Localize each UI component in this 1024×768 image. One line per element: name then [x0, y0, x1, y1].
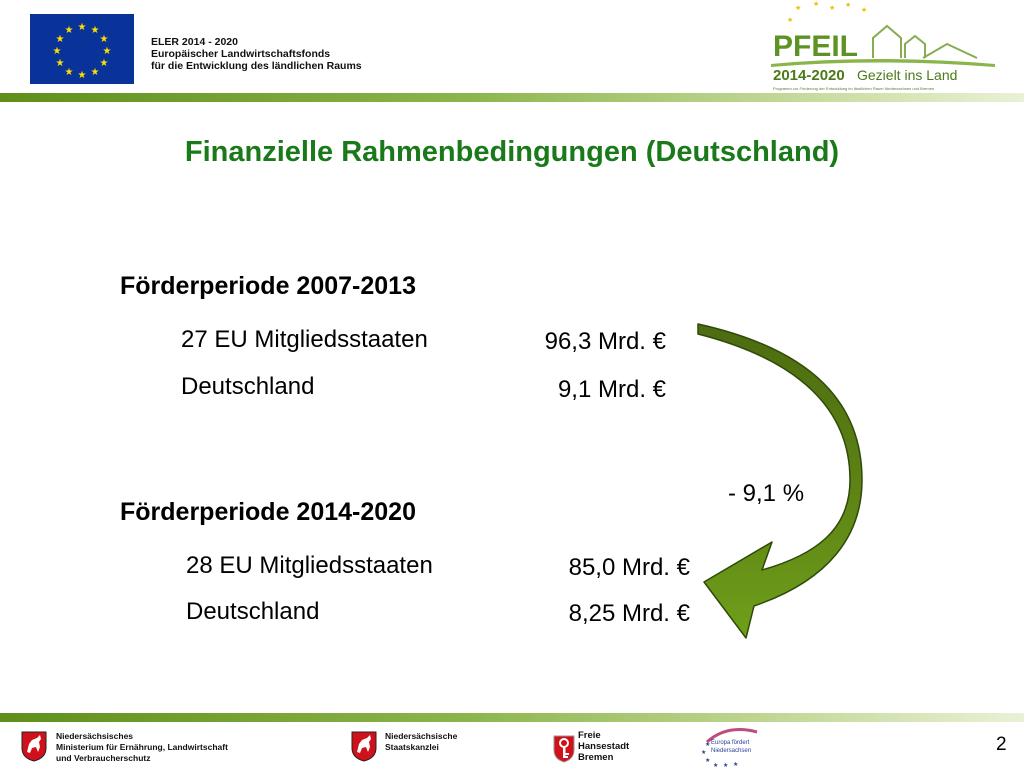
row-value-germany-budget: 8,25 Mrd. €: [568, 600, 690, 627]
svg-text:★: ★: [91, 25, 100, 36]
program-name: ELER 2014 - 2020: [151, 36, 238, 48]
europa-stars-icon: ★ ★ ★ ★ ★ ★ Europa fördert Niedersachsen: [697, 722, 769, 768]
footer-ministry-line2: Ministerium für Ernährung, Landwirtschaf…: [56, 742, 228, 752]
svg-text:★: ★: [65, 67, 74, 78]
footer-chancellery-line2: Staatskanzlei: [385, 742, 439, 752]
row-value-germany-budget: 9,1 Mrd. €: [557, 376, 666, 403]
svg-text:★: ★: [100, 58, 109, 69]
svg-text:★: ★: [795, 4, 801, 12]
svg-text:★: ★: [705, 741, 710, 748]
svg-text:★: ★: [861, 6, 867, 14]
svg-text:★: ★: [53, 46, 62, 57]
header-divider: [0, 93, 1024, 102]
svg-text:★: ★: [56, 58, 65, 69]
pfeil-logo-subtitle: Programm zur Förderung der Entwicklung i…: [773, 86, 934, 91]
period-title-2007-2013: Förderperiode 2007-2013: [120, 272, 416, 300]
lower-saxony-horse-icon: [350, 730, 378, 762]
svg-text:★: ★: [91, 67, 100, 78]
svg-text:★: ★: [65, 25, 74, 36]
program-fund: Europäischer Landwirtschaftsfonds: [151, 48, 331, 60]
svg-text:★: ★: [103, 46, 112, 57]
footer-bremen-line1: Freie: [578, 730, 601, 741]
svg-text:★: ★: [733, 761, 738, 768]
footer-ministry-line3: und Verbraucherschutz: [56, 753, 151, 763]
svg-text:★: ★: [701, 749, 706, 756]
svg-text:★: ★: [78, 70, 87, 81]
row-label-germany: Deutschland: [186, 598, 320, 625]
lower-saxony-horse-icon: [20, 730, 48, 762]
footer-chancellery-line1: Niedersächsische: [385, 731, 458, 741]
row-value-eu-budget: 96,3 Mrd. €: [544, 328, 666, 355]
svg-text:★: ★: [100, 34, 109, 45]
svg-text:★: ★: [723, 762, 728, 768]
page-number: 2: [996, 734, 1007, 755]
change-percentage: - 9,1 %: [728, 480, 805, 507]
program-purpose: für die Entwicklung des ländlichen Raums: [151, 60, 362, 72]
period-title-2014-2020: Förderperiode 2014-2020: [120, 498, 416, 526]
europa-line2: Niedersachsen: [711, 748, 751, 754]
row-label-germany: Deutschland: [181, 373, 315, 400]
pfeil-logo-tagline: Gezielt ins Land: [857, 67, 957, 83]
svg-text:★: ★: [713, 762, 718, 768]
europa-line1: Europa fördert: [711, 740, 750, 746]
svg-text:★: ★: [56, 34, 65, 45]
footer-ministry-line1: Niedersächsisches: [56, 731, 134, 741]
row-label-eu-members: 28 EU Mitgliedsstaaten: [186, 552, 433, 579]
svg-text:★: ★: [845, 1, 851, 9]
svg-text:★: ★: [787, 16, 793, 24]
curved-arrow-icon: [680, 320, 870, 650]
footer-bremen-line3: Bremen: [578, 752, 614, 763]
svg-text:★: ★: [813, 0, 819, 8]
svg-text:★: ★: [829, 4, 835, 12]
eu-flag-icon: ★ ★ ★ ★ ★ ★ ★ ★ ★ ★ ★ ★: [30, 14, 134, 84]
slide-title: Finanzielle Rahmenbedingungen (Deutschla…: [184, 136, 840, 168]
pfeil-logo-years: 2014-2020: [773, 67, 845, 84]
pfeil-logo-word: PFEIL: [773, 30, 858, 63]
bremen-key-icon: [550, 732, 578, 764]
footer-divider: [0, 713, 1024, 722]
pfeil-logo-icon: ★ ★ ★ ★ ★ ★ PFEIL 2014-2020 Gezielt ins Land…: [765, 0, 1005, 96]
row-value-eu-budget: 85,0 Mrd. €: [568, 554, 690, 581]
footer-bremen-line2: Hansestadt: [578, 741, 630, 752]
row-label-eu-members: 27 EU Mitgliedsstaaten: [181, 326, 428, 353]
svg-text:★: ★: [78, 22, 87, 33]
svg-text:★: ★: [705, 757, 710, 764]
